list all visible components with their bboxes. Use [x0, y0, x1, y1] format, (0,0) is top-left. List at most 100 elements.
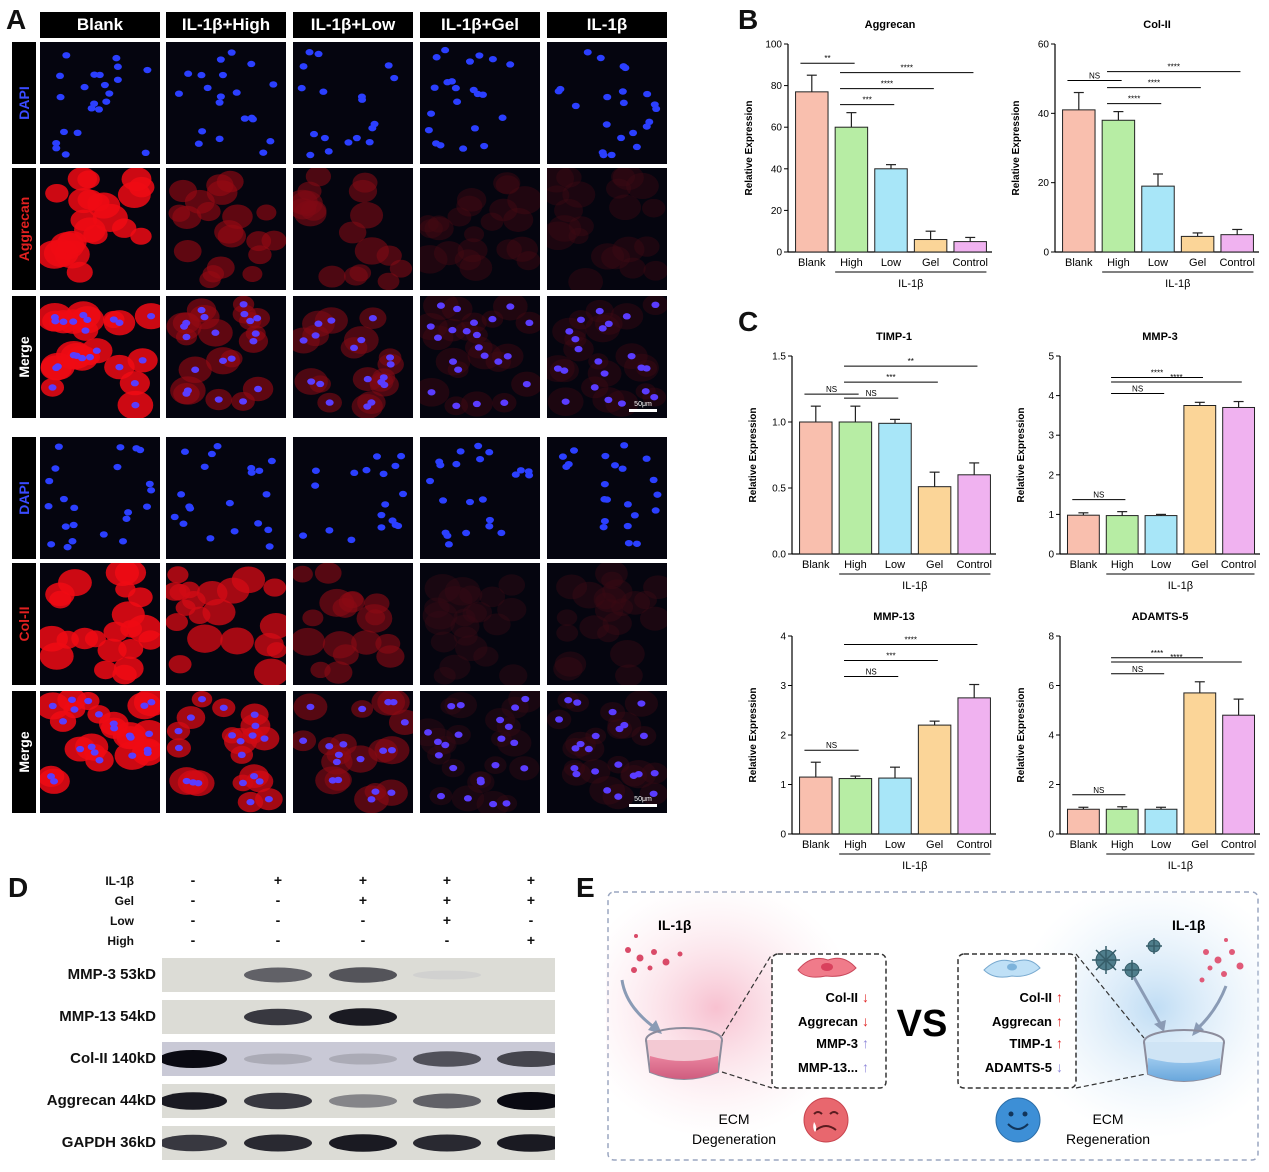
- significance-label: ****: [1170, 653, 1182, 662]
- pink-cell-icon: [797, 957, 857, 978]
- right-ecm-label: ECM: [1092, 1111, 1123, 1127]
- significance-label: NS: [826, 385, 837, 394]
- bar-low: [878, 422, 912, 555]
- bar-low: [1144, 808, 1178, 835]
- condition-sign: +: [526, 892, 536, 908]
- y-tick-label: 0.5: [772, 484, 786, 495]
- micrograph-cell: [293, 168, 413, 290]
- x-tick-label: Blank: [802, 839, 830, 851]
- marker-arrow-icon: ↑: [1056, 1013, 1063, 1029]
- x-tick-label: Blank: [1065, 257, 1093, 269]
- significance-label: ****: [1148, 79, 1160, 88]
- x-tick-label: Low: [885, 839, 905, 851]
- x-tick-label: Low: [1148, 257, 1168, 269]
- x-tick-label: Gel: [1189, 257, 1206, 269]
- significance-label: ****: [905, 636, 917, 645]
- row-label-4: Col-II: [12, 563, 36, 685]
- x-tick-label: High: [1111, 559, 1134, 571]
- micrograph-cell: [293, 42, 413, 164]
- y-axis-label: Relative Expression: [748, 407, 759, 502]
- y-tick-label: 2: [780, 731, 786, 742]
- significance-label: NS: [866, 668, 877, 677]
- y-axis-label: Relative Expression: [1011, 100, 1022, 195]
- micrograph-cell: [293, 437, 413, 559]
- blot-strip: [159, 1126, 565, 1160]
- blot-band: [413, 1051, 481, 1067]
- column-header-2: IL-1β+Low: [293, 12, 413, 38]
- micrograph-cell: [547, 563, 667, 685]
- significance-label: ****: [1128, 95, 1140, 104]
- bar-control: [1220, 234, 1254, 253]
- significance-label: **: [824, 54, 830, 63]
- blot-band: [159, 1134, 227, 1152]
- bar-gel: [1180, 235, 1215, 253]
- group-label: IL-1β: [1168, 580, 1193, 592]
- column-header-3: IL-1β+Gel: [420, 12, 540, 38]
- condition-label: Gel: [114, 894, 134, 908]
- condition-sign: -: [528, 912, 534, 928]
- condition-sign: +: [273, 872, 283, 888]
- group-label: IL-1β: [898, 278, 923, 290]
- marker-arrow-icon: ↓: [862, 989, 869, 1005]
- panel-b-letter: B: [738, 4, 759, 35]
- blot-band: [413, 1093, 481, 1109]
- y-tick-label: 20: [1038, 178, 1050, 189]
- y-axis-label: Relative Expression: [1016, 687, 1027, 782]
- bar-blank: [1062, 109, 1096, 253]
- bar-high: [838, 778, 873, 835]
- x-tick-label: Control: [956, 559, 991, 571]
- marker-arrow-icon: ↑: [862, 1035, 869, 1051]
- blot-band: [497, 1134, 565, 1152]
- micrograph-cell: [40, 437, 160, 559]
- significance-label: NS: [1089, 72, 1100, 81]
- y-tick-label: 3: [780, 681, 786, 692]
- micrograph-cell: [166, 296, 286, 418]
- micrograph-cell: [40, 296, 160, 418]
- significance-label: ****: [881, 80, 893, 89]
- vs-label: VS: [897, 1003, 948, 1045]
- chart-mmp-3: MMP-3 Relative Expression 0 1 2 3 4 5 Blank High L…: [1016, 331, 1260, 592]
- significance-label: ****: [1170, 373, 1182, 382]
- group-label: IL-1β: [1165, 278, 1190, 290]
- bar-control: [1222, 406, 1256, 555]
- y-axis-label: Relative Expression: [748, 687, 759, 782]
- row-label-0: DAPI: [12, 42, 36, 164]
- significance-label: **: [908, 357, 914, 366]
- blot-band: [497, 1092, 565, 1110]
- bar-high: [838, 421, 873, 555]
- bar-gel: [913, 239, 948, 253]
- bar-control: [957, 697, 991, 835]
- degeneration-marker: Col-II: [826, 990, 859, 1005]
- y-tick-label: 2: [1048, 470, 1054, 481]
- y-tick-label: 4: [1048, 391, 1054, 402]
- y-tick-label: 0: [1043, 248, 1049, 259]
- blot-label: MMP-3 53kD: [67, 966, 156, 983]
- micrograph-cell: [166, 563, 286, 685]
- x-tick-label: Control: [1221, 839, 1256, 851]
- blot-band: [244, 1008, 312, 1026]
- x-tick-label: Low: [1151, 839, 1171, 851]
- x-tick-label: Gel: [926, 559, 943, 571]
- x-tick-label: Low: [881, 257, 901, 269]
- significance-label: NS: [826, 741, 837, 750]
- micrograph-cell: [166, 42, 286, 164]
- condition-sign: +: [442, 912, 452, 928]
- blot-band: [244, 1053, 312, 1065]
- blot-strip: [162, 958, 555, 992]
- blot-label: GAPDH 36kD: [61, 1134, 156, 1151]
- bar-high: [1105, 515, 1139, 555]
- micrograph-cell: [293, 563, 413, 685]
- micrograph-cell: [40, 563, 160, 685]
- x-tick-label: Gel: [1191, 559, 1208, 571]
- y-tick-label: 2: [1048, 780, 1054, 791]
- bar-control: [953, 241, 987, 253]
- x-tick-label: Low: [1151, 559, 1171, 571]
- y-tick-label: 60: [771, 123, 783, 134]
- y-tick-label: 1.5: [772, 352, 786, 363]
- bar-low: [1144, 515, 1178, 555]
- x-tick-label: Blank: [798, 257, 826, 269]
- micrograph-cell: [420, 168, 540, 290]
- condition-sign: +: [358, 872, 368, 888]
- chart-title: TIMP-1: [876, 331, 912, 343]
- y-tick-label: 5: [1048, 352, 1054, 363]
